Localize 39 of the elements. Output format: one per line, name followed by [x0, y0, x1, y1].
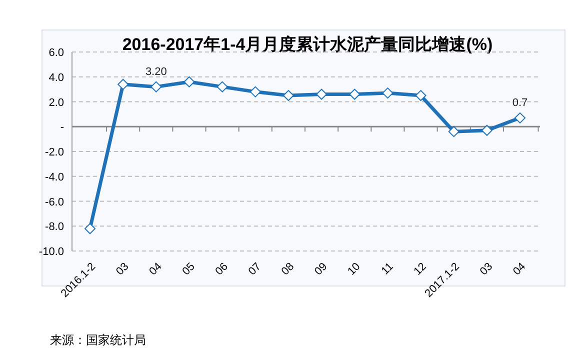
y-tick-label: - [60, 122, 64, 134]
source-note: 来源：国家统计局 [50, 333, 146, 347]
y-tick-label: -10.0 [38, 246, 64, 258]
point [282, 90, 294, 102]
point [150, 81, 162, 92]
y-tick-label: -2.0 [45, 146, 64, 158]
point [250, 86, 261, 98]
x-tick-label: 03 [478, 260, 496, 278]
point [316, 88, 328, 100]
data-label: 3.20 [145, 66, 167, 78]
point [84, 223, 96, 234]
chart-title: 2016-2017年1-4月月度累计水泥产量同比增速(%) [122, 35, 493, 54]
point [514, 112, 526, 124]
x-tick-label: 04 [510, 260, 528, 278]
x-tick-label: 11 [379, 260, 396, 278]
x-tick-label: 09 [312, 260, 330, 278]
x-tick-label: 10 [346, 260, 363, 278]
y-tick-label: 2.0 [48, 96, 64, 109]
y-tick-label: -4.0 [45, 171, 64, 184]
x-tick-label: 03 [114, 260, 132, 278]
y-tick-label: -6.0 [45, 196, 64, 208]
x-tick-label: 07 [246, 260, 264, 278]
x-tick-label: 04 [147, 260, 164, 278]
y-tick-label: 4.0 [48, 72, 64, 84]
x-tick-label: 08 [279, 260, 297, 278]
x-tick-label: 12 [412, 260, 429, 278]
x-tick-label: 05 [180, 260, 198, 278]
point [184, 76, 195, 88]
point [118, 78, 129, 90]
data-label: 0.7 [512, 96, 528, 109]
point [349, 88, 360, 100]
point [415, 90, 426, 102]
x-tick-label: 06 [213, 260, 230, 278]
point [382, 88, 394, 99]
y-tick-label: 6.0 [48, 47, 64, 59]
y-tick-label: -8.0 [45, 221, 64, 234]
point [216, 81, 228, 92]
point [481, 124, 492, 136]
point [448, 126, 460, 138]
